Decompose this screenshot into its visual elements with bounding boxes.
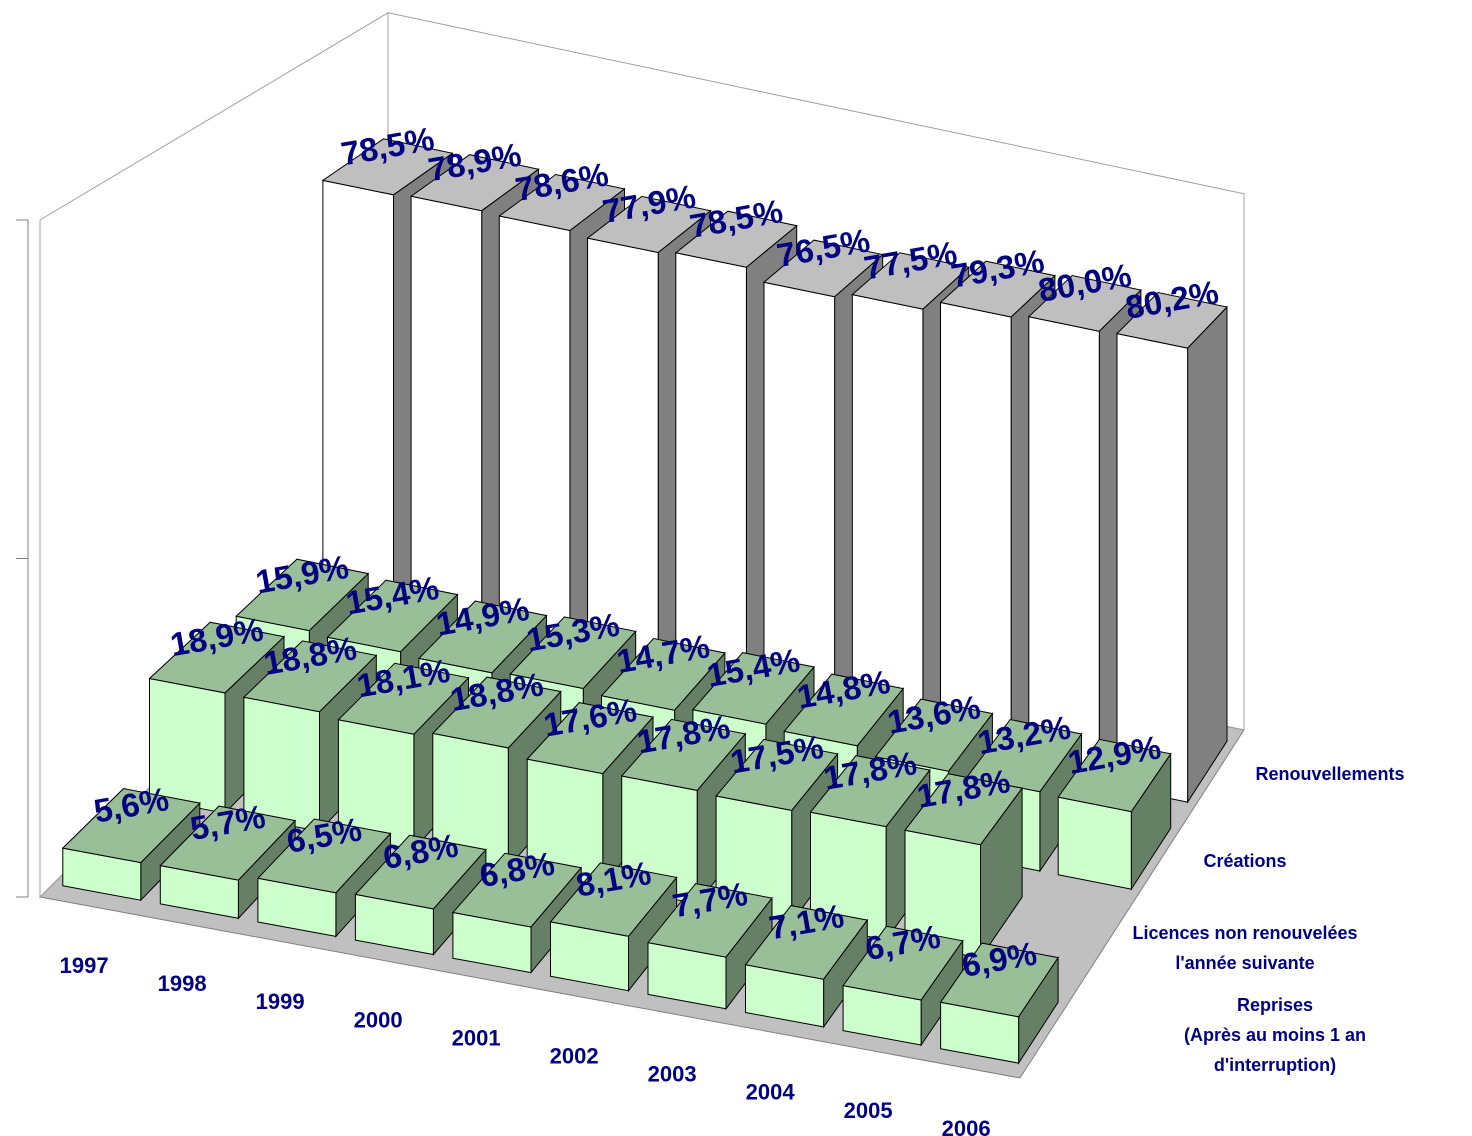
x-tick-label: 2000 (354, 1007, 403, 1032)
bar-top (851, 252, 970, 310)
bar-top (148, 621, 286, 694)
bar-top (1057, 738, 1172, 813)
bar-top (409, 154, 540, 212)
x-tick-label: 1998 (158, 971, 207, 996)
x-tick-label: 2004 (746, 1080, 796, 1105)
legend-label: Créations (1203, 850, 1287, 871)
bar-top (526, 702, 654, 775)
bar-top (498, 173, 626, 232)
x-tick-label: 2005 (844, 1098, 893, 1123)
bar-top (939, 942, 1059, 1018)
legend-label: Licences non renouvelées l'année suivant… (1132, 922, 1358, 973)
bar-top (549, 862, 678, 937)
bar-top (674, 210, 798, 268)
bar-top (431, 676, 562, 749)
bar-top (762, 239, 884, 298)
bar-top (744, 905, 869, 980)
bar-top (842, 925, 964, 1001)
bar-top (600, 637, 726, 711)
bar-top (939, 260, 1056, 318)
bar-top (235, 558, 370, 632)
bar-top (691, 652, 815, 725)
legend-label: Renouvellements (1255, 763, 1405, 784)
x-tick-label: 1997 (60, 953, 109, 978)
bar-top (159, 805, 297, 881)
bar-top (586, 195, 712, 254)
bar-top (451, 852, 583, 928)
x-tick-label: 2002 (550, 1043, 599, 1068)
bar-top (256, 818, 392, 894)
bar-top (61, 788, 201, 864)
x-tick-label: 1999 (256, 989, 305, 1014)
bar-top (1115, 291, 1228, 349)
bar-top (620, 718, 747, 791)
x-tick-label: 2006 (942, 1116, 991, 1136)
bar-top (417, 600, 548, 674)
bar-top (337, 662, 470, 735)
bar-top (874, 698, 994, 772)
bar-top (354, 834, 487, 910)
x-tick-label: 2001 (452, 1025, 501, 1050)
bar-top (809, 755, 931, 828)
bar-front (1057, 796, 1132, 890)
bar-top (715, 738, 839, 811)
bar-side (1187, 305, 1228, 804)
bar-top (647, 883, 773, 958)
bar-top (1027, 274, 1142, 332)
x-tick-label: 2003 (648, 1062, 697, 1087)
legend-label: Reprises (Après au moins 1 an d'interrup… (1183, 994, 1367, 1075)
bar-top (509, 616, 637, 690)
bar-top (321, 138, 454, 196)
bar-top (783, 673, 905, 747)
bar-top (904, 773, 1023, 846)
bar-top (242, 640, 378, 713)
bar-top (326, 579, 459, 653)
